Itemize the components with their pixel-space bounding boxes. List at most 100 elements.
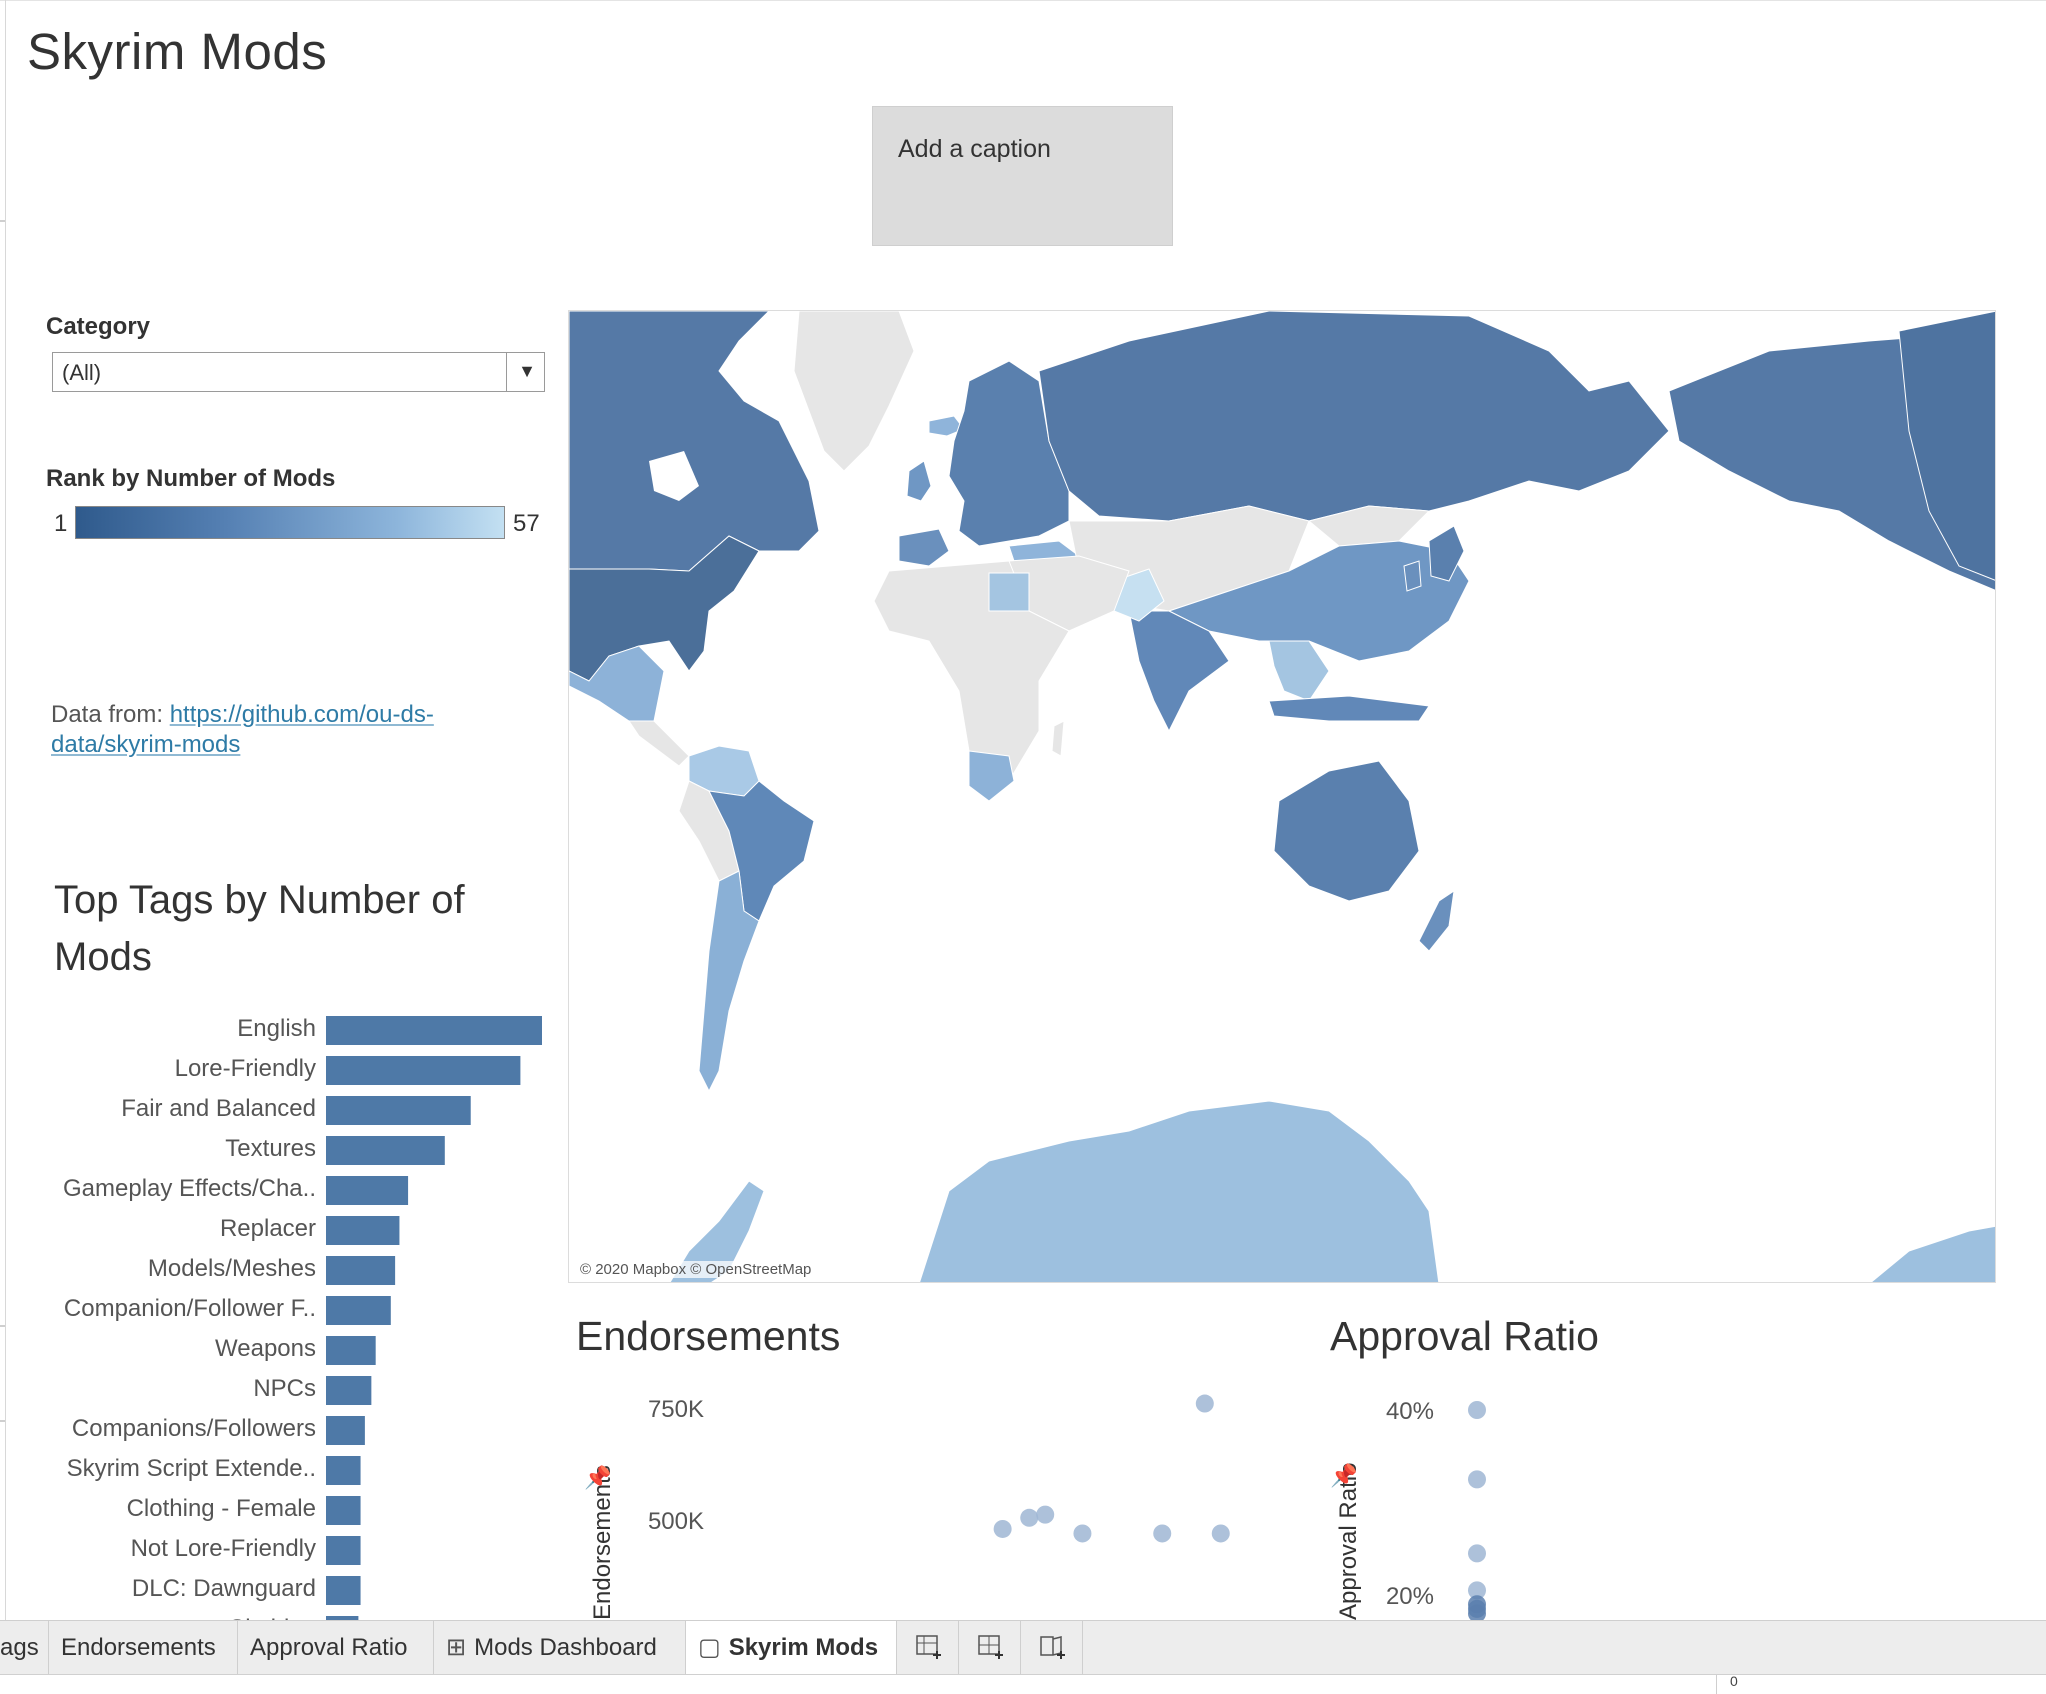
endorsements-scatter[interactable]: 750K 500K Endorsements📌 [576, 1375, 1296, 1620]
new-dashboard-button[interactable] [959, 1621, 1021, 1675]
pin-icon[interactable]: 📌 [1330, 1462, 1357, 1488]
region-canada-east[interactable] [1898, 311, 1996, 581]
data-point[interactable] [1468, 1401, 1486, 1419]
region-australia[interactable] [1273, 760, 1420, 902]
tag-label: Clothing [228, 1615, 316, 1624]
data-point[interactable] [1468, 1604, 1486, 1621]
tab-endorsements[interactable]: Endorsements [49, 1621, 238, 1675]
new-story-icon [1040, 1636, 1065, 1659]
tab-mods-dashboard[interactable]: ⊞ Mods Dashboard [434, 1621, 686, 1675]
approval-ratio-title: Approval Ratio [1330, 1313, 1599, 1359]
tag-bar[interactable] [326, 1216, 400, 1245]
region-indonesia[interactable] [1268, 695, 1430, 722]
new-worksheet-icon [916, 1635, 941, 1659]
tag-bar[interactable] [326, 1376, 372, 1405]
tag-bar[interactable] [326, 1336, 376, 1365]
tab-label: Mods Dashboard [474, 1634, 657, 1661]
tag-bar[interactable] [326, 1136, 445, 1165]
region-argentina-chile[interactable] [698, 870, 760, 1093]
data-point[interactable] [1211, 1524, 1230, 1543]
data-point[interactable] [1153, 1524, 1172, 1543]
tag-bar[interactable] [326, 1496, 361, 1525]
approval-ratio-scatter[interactable]: 40% 20% Approval Ratio📌 [1330, 1375, 1620, 1620]
region-uk[interactable] [906, 460, 932, 502]
data-point[interactable] [993, 1519, 1012, 1538]
tag-bar[interactable] [326, 1536, 361, 1565]
region-russia[interactable] [1038, 311, 1670, 522]
category-filter-dropdown[interactable]: (All) ▼ [52, 352, 545, 392]
region-mongolia[interactable] [1307, 505, 1431, 547]
world-map-canvas[interactable] [569, 311, 1996, 1283]
rank-legend-max: 57 [513, 510, 540, 537]
region-madagascar[interactable] [1051, 720, 1065, 757]
data-point[interactable] [1020, 1508, 1039, 1527]
tag-label: Weapons [215, 1335, 316, 1362]
left-tick [0, 220, 5, 222]
tag-bar[interactable] [326, 1456, 361, 1485]
tag-label: Fair and Balanced [121, 1095, 316, 1122]
status-value: 0 [1730, 1673, 1738, 1689]
region-south-africa[interactable] [968, 750, 1015, 802]
rank-legend-gradient [75, 506, 505, 539]
data-source-link[interactable]: https://github.com/ou-ds-data/skyrim-mod… [51, 701, 434, 758]
region-new-zealand[interactable] [1418, 889, 1455, 952]
data-point[interactable] [1468, 1581, 1486, 1600]
dashboard-icon: ⊞ [446, 1634, 467, 1661]
data-point[interactable] [1195, 1394, 1214, 1413]
story-icon: ▢ [698, 1634, 721, 1661]
tag-bar[interactable] [326, 1576, 361, 1605]
pin-icon[interactable]: 📌 [584, 1464, 611, 1490]
region-central-america[interactable] [628, 720, 690, 767]
region-egypt[interactable] [988, 572, 1030, 612]
region-china[interactable] [1167, 540, 1470, 662]
status-bar: 0 [0, 1673, 2046, 1694]
map-attribution[interactable]: © 2020 Mapbox © OpenStreetMap [577, 1261, 815, 1278]
region-mexico[interactable] [569, 645, 665, 722]
tag-label: Companion/Follower F.. [64, 1295, 316, 1322]
endorsements-title: Endorsements [576, 1313, 841, 1359]
data-point[interactable] [1073, 1524, 1092, 1543]
tag-label: Clothing - Female [127, 1495, 316, 1522]
tag-bar[interactable] [326, 1096, 471, 1125]
y-tick-label: 20% [1386, 1583, 1434, 1610]
region-antarctic-peninsula[interactable] [669, 1180, 765, 1283]
tab-skyrim-mods[interactable]: ▢ Skyrim Mods [686, 1621, 897, 1675]
region-korea[interactable] [1403, 560, 1422, 592]
region-iceland[interactable] [928, 415, 965, 437]
rank-legend-min: 1 [54, 510, 68, 537]
tag-bar[interactable] [326, 1256, 396, 1285]
data-point[interactable] [1468, 1470, 1486, 1489]
region-iberia[interactable] [898, 528, 950, 567]
sheet-tab-strip: ags Endorsements Approval Ratio ⊞ Mods Da… [0, 1620, 2046, 1675]
region-hudson-bay [649, 451, 699, 501]
tag-bar[interactable] [326, 1296, 391, 1325]
region-greenland[interactable] [793, 311, 915, 472]
tab-tags[interactable]: ags [0, 1621, 49, 1675]
world-map[interactable]: © 2020 Mapbox © OpenStreetMap [568, 310, 1996, 1283]
left-tick [0, 1420, 5, 1422]
new-worksheet-button[interactable] [897, 1621, 959, 1675]
category-filter-value: (All) [62, 360, 102, 385]
rank-legend-title: Rank by Number of Mods [46, 465, 336, 492]
region-india[interactable] [1128, 610, 1230, 733]
tag-bar[interactable] [326, 1056, 521, 1085]
new-story-button[interactable] [1021, 1621, 1083, 1675]
chevron-down-icon[interactable]: ▼ [518, 361, 536, 381]
tag-bar[interactable] [326, 1176, 409, 1205]
region-antarctica[interactable] [919, 1100, 1440, 1283]
region-antarctica-east[interactable] [1869, 1225, 1996, 1283]
data-point[interactable] [1468, 1544, 1486, 1563]
region-europe[interactable] [948, 360, 1070, 547]
tab-label: Approval Ratio [250, 1634, 408, 1661]
caption-box[interactable]: Add a caption [872, 106, 1173, 246]
data-point[interactable] [1036, 1505, 1055, 1524]
tag-bar[interactable] [326, 1016, 542, 1045]
tab-approval-ratio[interactable]: Approval Ratio [238, 1621, 434, 1675]
tag-label: Companions/Followers [72, 1415, 316, 1442]
region-japan[interactable] [1428, 525, 1465, 582]
y-axis-title: Endorsements [589, 1465, 616, 1620]
y-axis-title: Approval Ratio [1335, 1463, 1362, 1620]
data-source-note: Data from: https://github.com/ou-ds-data… [51, 700, 521, 760]
tag-bar[interactable] [326, 1416, 365, 1445]
region-brazil[interactable] [708, 780, 815, 922]
